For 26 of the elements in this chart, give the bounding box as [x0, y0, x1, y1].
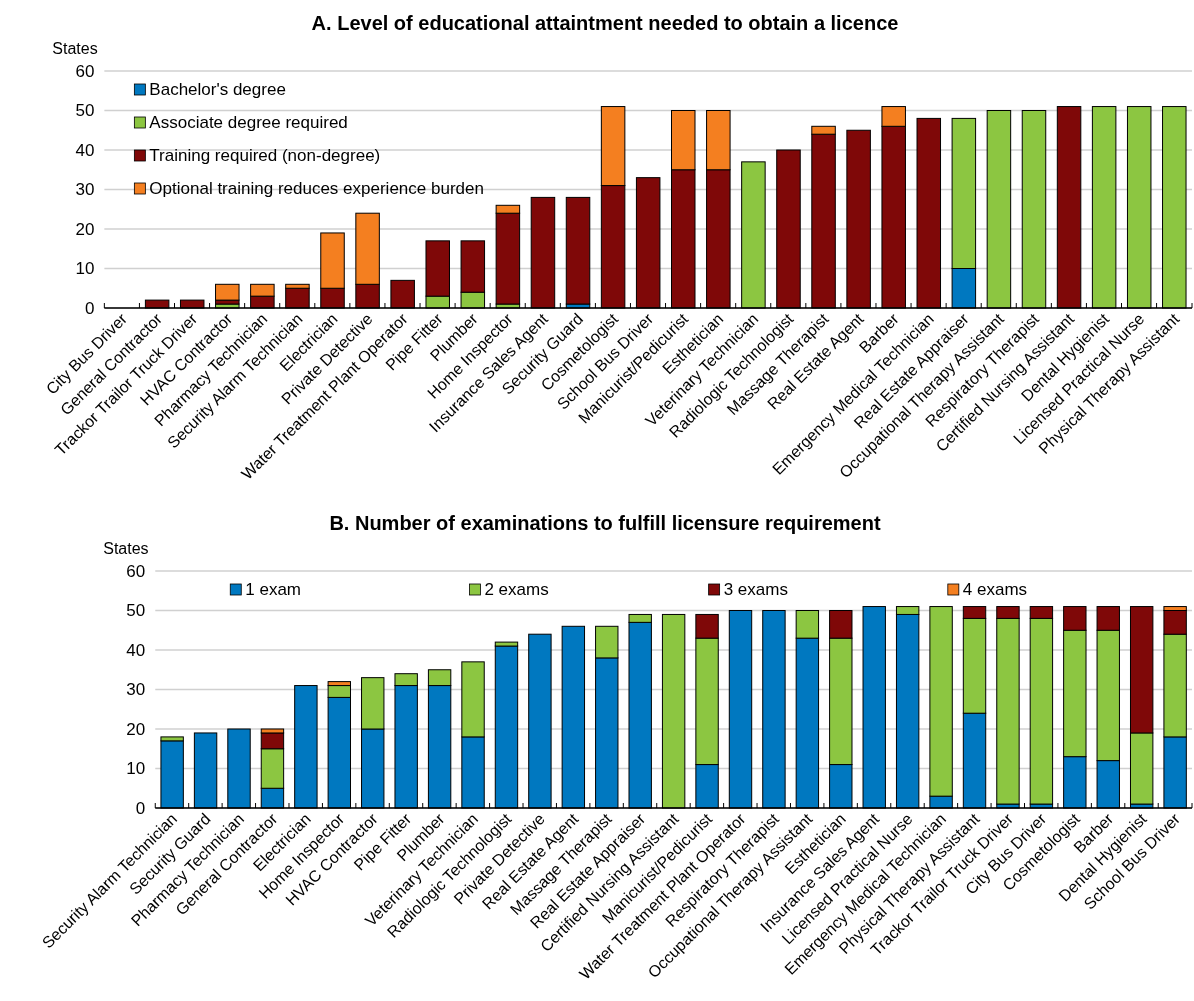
legend-label: Bachelor's degree: [149, 80, 286, 99]
y-tick-label: 30: [75, 180, 95, 200]
legend-label: 2 exams: [484, 580, 549, 599]
y-tick-label: 10: [126, 759, 146, 779]
y-tick-label: 50: [126, 601, 146, 621]
y-tick-label: 60: [126, 561, 146, 581]
legend-label: 4 exams: [962, 580, 1028, 599]
y-tick-label: 50: [75, 101, 95, 121]
y-tick-label: 60: [75, 61, 95, 81]
y-tick-label: 0: [135, 798, 146, 818]
y-tick-label: 10: [75, 259, 95, 279]
y-tick-label: 30: [126, 680, 146, 700]
y-tick-label: 20: [126, 719, 146, 739]
y-axis-title: States: [52, 40, 98, 57]
legend-label: Associate degree required: [149, 113, 348, 132]
chart-title: A. Level of educational attaintment needed to obtain a licence: [311, 12, 899, 34]
y-tick-label: 0: [84, 298, 95, 318]
legend-label: 1 exam: [245, 580, 302, 599]
legend-label: Training required (non-degree): [149, 146, 381, 165]
legend-label: Optional training reduces experience burden: [149, 179, 484, 198]
y-tick-label: 40: [75, 140, 95, 160]
legend-label: 3 exams: [723, 580, 788, 599]
y-tick-label: 40: [126, 640, 146, 660]
chart-title: B. Number of examinations to fulfill licensure requirement: [329, 512, 881, 534]
y-axis-title: States: [103, 540, 149, 557]
y-tick-label: 20: [75, 219, 95, 239]
